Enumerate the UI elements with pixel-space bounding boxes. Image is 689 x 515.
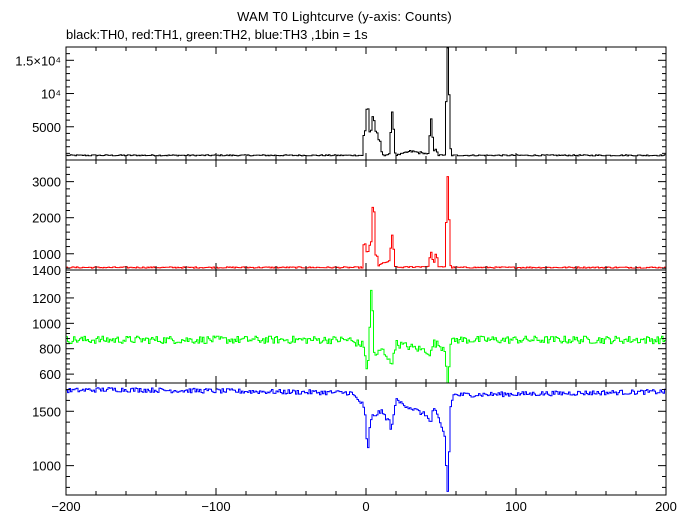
y-tick-label: 1.5×10⁴: [15, 53, 61, 68]
y-tick-label: 1400: [32, 263, 61, 278]
series-line-th1: [66, 176, 666, 269]
chart-subtitle: black:TH0, red:TH1, green:TH2, blue:TH3 …: [66, 27, 368, 42]
y-tick-label: 1000: [32, 459, 61, 474]
x-tick-label: 100: [505, 499, 527, 514]
y-tick-label: 2000: [32, 211, 61, 226]
y-tick-label: 1500: [32, 404, 61, 419]
y-tick-label: 600: [39, 367, 61, 382]
y-tick-label: 1000: [32, 316, 61, 331]
chart-title: WAM T0 Lightcurve (y-axis: Counts): [237, 9, 452, 24]
series-line-th0: [66, 47, 666, 157]
panel-frame-th0: [65, 46, 667, 161]
y-tick-label: 10⁴: [41, 87, 61, 102]
x-tick-label: 0: [362, 499, 369, 514]
y-tick-label: 3000: [32, 175, 61, 190]
y-tick-label: 1000: [32, 247, 61, 262]
x-tick-label: −100: [201, 499, 230, 514]
y-tick-label: 1200: [32, 291, 61, 306]
y-tick-label: 800: [39, 342, 61, 357]
series-line-th3: [66, 387, 666, 492]
x-tick-label: −200: [51, 499, 80, 514]
x-tick-label: 200: [655, 499, 677, 514]
series-line-th2: [66, 289, 666, 383]
y-tick-label: 5000: [32, 120, 61, 135]
panel-frame-th1: [65, 159, 667, 271]
